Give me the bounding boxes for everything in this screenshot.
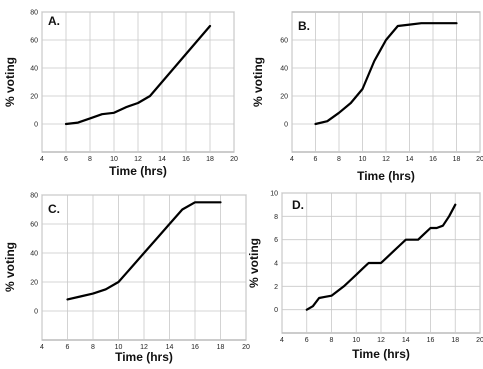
y-tick-label: 4 [274,261,278,268]
x-tick-label: 18 [451,337,459,344]
series-line [66,201,222,301]
x-tick-label: 14 [402,337,410,344]
x-tick-label: 8 [91,344,95,351]
x-tick-label: 4 [280,337,284,344]
x-tick-label: 8 [337,156,341,163]
y-tick-label: 40 [30,251,38,258]
y-tick-label: 60 [30,38,38,45]
x-tick-label: 6 [64,156,68,163]
x-tick-label: 14 [166,344,174,351]
panel-label: A. [48,14,60,28]
x-axis-label: Time (hrs) [352,347,410,361]
y-tick-label: 40 [280,66,288,73]
y-axis-label: % voting [247,238,261,288]
x-tick-label: 4 [290,156,294,163]
x-tick-label: 4 [40,156,44,163]
y-tick-label: 0 [34,122,38,129]
x-tick-label: 16 [191,344,199,351]
x-tick-label: 6 [305,337,309,344]
y-tick-label: 80 [30,10,38,17]
x-tick-label: 12 [382,156,390,163]
x-tick-label: 6 [66,344,70,351]
x-axis-label: Time (hrs) [357,169,415,183]
chart-panel-1: 4 6 8 10 12 14 16 18 20 0 20 40 60 80 A. Time (hrs) % vo… [3,10,238,179]
x-tick-label: 16 [427,337,435,344]
y-tick-label: 60 [280,38,288,45]
x-tick-label: 10 [115,344,123,351]
x-tick-label: 20 [476,156,483,163]
x-tick-label: 18 [217,344,225,351]
x-tick-label: 18 [453,156,461,163]
series-line [64,24,212,126]
y-tick-label: 20 [280,94,288,101]
x-tick-label: 20 [242,344,250,351]
x-tick-label: 20 [476,337,483,344]
y-tick-label: 2 [274,284,278,291]
y-tick-label: 10 [270,191,278,198]
chart-panel-2: 4 6 8 10 12 14 16 18 20 0 20 40 60 B. Time (hrs) % voti… [251,11,483,183]
y-axis-label: % voting [251,57,265,107]
x-tick-label: 16 [182,156,190,163]
chart-panel-3: 4 6 8 10 12 14 16 18 20 0 20 40 60 80 C. Time (hrs) % vo… [3,193,250,365]
y-tick-label: 0 [274,307,278,314]
y-tick-label: 40 [30,66,38,73]
y-axis-label: % voting [3,242,17,292]
y-tick-label: 6 [274,237,278,244]
panel-label: C. [48,202,60,216]
x-tick-label: 12 [140,344,148,351]
y-tick-label: 20 [30,94,38,101]
x-tick-label: 4 [40,344,44,351]
x-tick-label: 10 [110,156,118,163]
series-line [314,22,458,126]
x-tick-label: 14 [406,156,414,163]
x-axis-label: Time (hrs) [109,164,167,178]
y-tick-label: 8 [274,214,278,221]
x-axis-label: Time (hrs) [115,350,173,364]
x-tick-label: 8 [330,337,334,344]
x-tick-label: 18 [206,156,214,163]
panel-label: D. [292,198,304,212]
x-tick-label: 20 [230,156,238,163]
x-tick-label: 14 [158,156,166,163]
y-axis-label: % voting [3,57,17,107]
panel-label: B. [298,19,310,33]
y-tick-label: 80 [30,193,38,200]
x-tick-label: 10 [352,337,360,344]
y-tick-label: 0 [284,122,288,129]
x-tick-label: 10 [359,156,367,163]
x-tick-label: 12 [134,156,142,163]
series-line [305,203,457,311]
y-tick-label: 60 [30,222,38,229]
x-tick-label: 8 [88,156,92,163]
x-tick-label: 6 [314,156,318,163]
y-tick-label: 20 [30,280,38,287]
x-tick-label: 16 [429,156,437,163]
x-tick-label: 12 [377,337,385,344]
chart-panel-4: 4 6 8 10 12 14 16 18 20 0 2 4 6 8 10 D. Time (hrs) % voti… [247,191,483,362]
y-tick-label: 0 [34,309,38,316]
